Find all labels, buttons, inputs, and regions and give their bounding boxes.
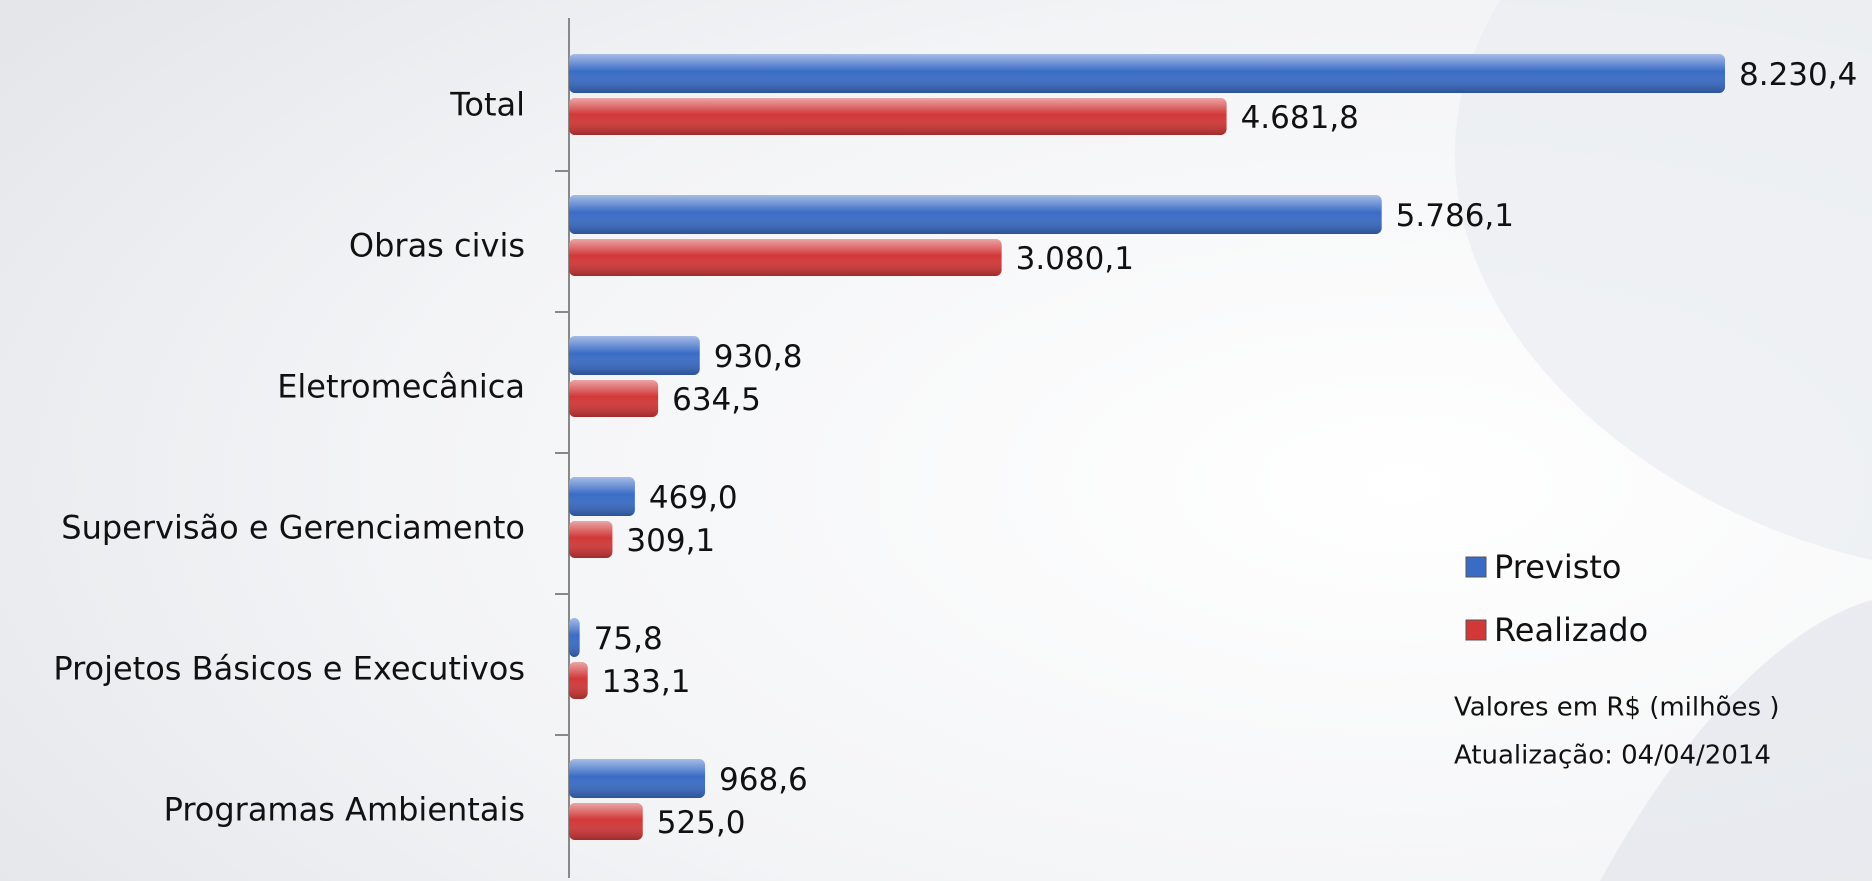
data-label: 4.681,8 <box>1241 100 1359 136</box>
category-label: Supervisão e Gerenciamento <box>61 509 525 547</box>
bar-shade <box>569 803 643 840</box>
bar-shade <box>569 98 1227 135</box>
background-swoosh <box>1454 0 1872 560</box>
annotation: Atualização: 04/04/2014 <box>1454 741 1771 771</box>
bar-shade <box>569 380 659 417</box>
bar-shade <box>569 618 580 657</box>
bar-shade <box>569 521 613 558</box>
data-label: 309,1 <box>626 523 715 559</box>
category-label: Projetos Básicos e Executivos <box>53 650 525 688</box>
data-label: 930,8 <box>714 339 803 375</box>
bar-shade <box>569 54 1725 93</box>
background-swoosh <box>1600 600 1872 881</box>
data-label: 3.080,1 <box>1016 241 1134 277</box>
category-label: Programas Ambientais <box>164 791 525 829</box>
data-label: 469,0 <box>649 480 738 516</box>
category-label: Obras civis <box>349 227 525 265</box>
data-label: 968,6 <box>719 762 808 798</box>
category-label: Eletromecânica <box>277 368 525 406</box>
legend-label: Previsto <box>1494 548 1622 586</box>
data-label: 5.786,1 <box>1396 198 1514 234</box>
category-label: Total <box>449 86 525 124</box>
bar-shade <box>569 336 700 375</box>
bar-shade <box>569 759 706 798</box>
data-label: 133,1 <box>602 664 691 700</box>
data-label: 75,8 <box>594 621 663 657</box>
data-label: 634,5 <box>672 382 761 418</box>
bar-shade <box>569 195 1382 234</box>
legend-swatch <box>1465 556 1487 578</box>
data-label: 8.230,4 <box>1739 57 1857 93</box>
bar-shade <box>569 662 588 699</box>
legend-swatch <box>1465 619 1487 641</box>
legend-label: Realizado <box>1494 611 1648 649</box>
bar-shade <box>569 239 1002 276</box>
annotation: Valores em R$ (milhões ) <box>1454 693 1779 723</box>
bar-shade <box>569 477 635 516</box>
data-label: 525,0 <box>657 805 746 841</box>
